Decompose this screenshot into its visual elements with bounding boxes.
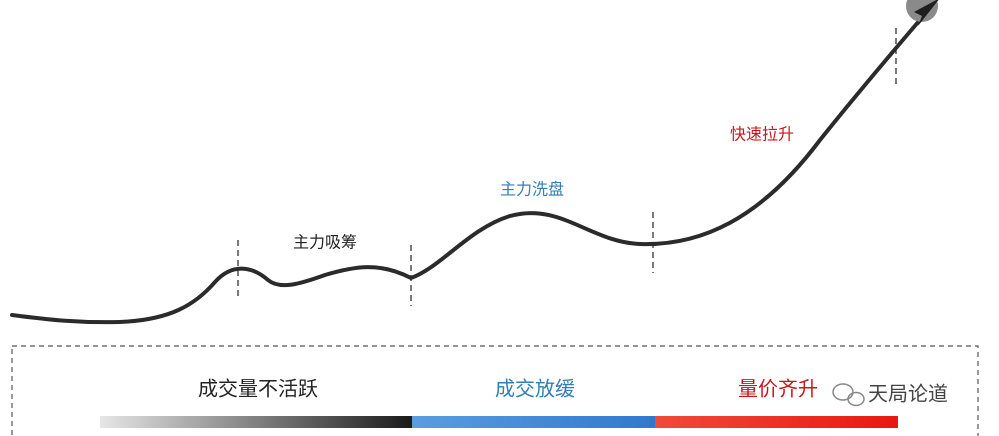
volume-bar bbox=[655, 416, 898, 428]
volume-label: 成交量不活跃 bbox=[198, 377, 318, 401]
watermark: 天局论道 bbox=[868, 382, 948, 406]
phase-label: 主力洗盘 bbox=[500, 180, 564, 199]
volume-label: 成交放缓 bbox=[495, 377, 575, 401]
price-curve bbox=[10, 12, 927, 325]
watermark-icon bbox=[832, 383, 865, 407]
arrow-head bbox=[914, 0, 939, 26]
volume-bar bbox=[412, 416, 655, 428]
phase-label: 快速拉升 bbox=[730, 125, 794, 144]
volume-box bbox=[11, 345, 979, 436]
volume-label: 量价齐升 bbox=[738, 377, 818, 401]
volume-bar bbox=[100, 416, 412, 428]
phase-label: 主力吸筹 bbox=[293, 233, 357, 252]
